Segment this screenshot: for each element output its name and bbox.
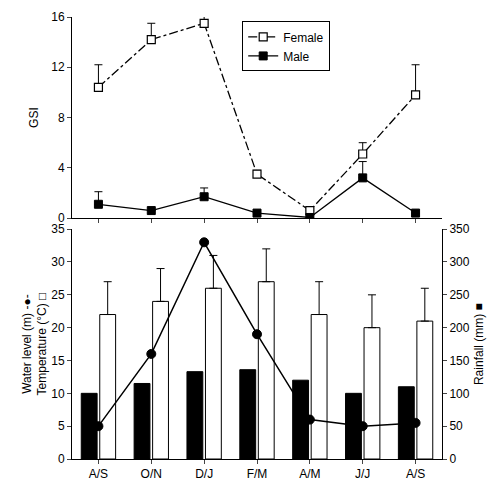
svg-text:35: 35: [51, 222, 65, 236]
svg-text:30: 30: [51, 255, 65, 269]
svg-text:J/J: J/J: [355, 467, 370, 481]
svg-text:12: 12: [51, 60, 65, 74]
svg-text:F/M: F/M: [247, 467, 268, 481]
svg-text:GSI: GSI: [27, 107, 41, 128]
svg-text:350: 350: [449, 222, 469, 236]
svg-text:0: 0: [58, 211, 65, 225]
svg-text:300: 300: [449, 255, 469, 269]
svg-text:Female: Female: [283, 31, 323, 45]
svg-text:200: 200: [449, 321, 469, 335]
svg-text:Male: Male: [283, 50, 309, 64]
svg-text:5: 5: [58, 419, 65, 433]
svg-text:Rainfall (mm) ■: Rainfall (mm) ■: [472, 303, 486, 385]
svg-text:A/S: A/S: [89, 467, 108, 481]
svg-text:10: 10: [51, 387, 65, 401]
svg-text:D/J: D/J: [195, 467, 213, 481]
svg-text:25: 25: [51, 288, 65, 302]
svg-text:50: 50: [449, 419, 463, 433]
svg-text:250: 250: [449, 288, 469, 302]
svg-text:100: 100: [449, 387, 469, 401]
svg-text:8: 8: [58, 111, 65, 125]
svg-text:150: 150: [449, 354, 469, 368]
svg-text:16: 16: [51, 10, 65, 24]
svg-text:4: 4: [58, 161, 65, 175]
svg-text:A/M: A/M: [299, 467, 320, 481]
svg-text:0: 0: [58, 452, 65, 466]
svg-text:A/S: A/S: [406, 467, 425, 481]
svg-text:0: 0: [449, 452, 456, 466]
svg-text:15: 15: [51, 354, 65, 368]
svg-text:O/N: O/N: [141, 467, 162, 481]
svg-text:Water level (m) -●-Temperature: Water level (m) -●-Temperature (°C) □: [20, 293, 50, 396]
svg-text:20: 20: [51, 321, 65, 335]
